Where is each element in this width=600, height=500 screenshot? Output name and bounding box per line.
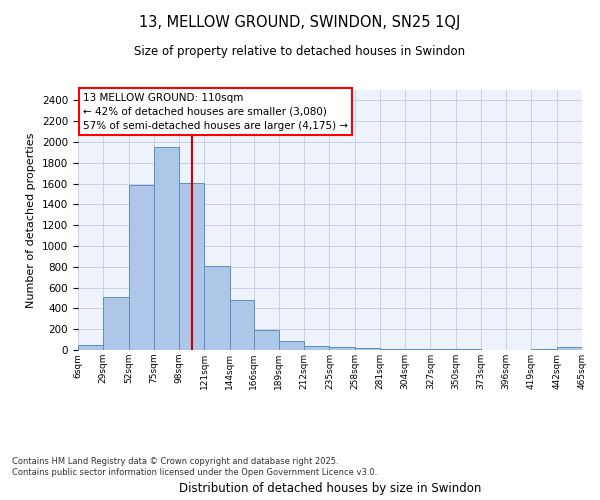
Bar [230, 300, 254, 350]
Bar [179, 182, 204, 350]
Bar [380, 349, 405, 350]
Bar [204, 266, 230, 350]
Bar [532, 349, 557, 350]
Bar [154, 147, 179, 350]
Bar [128, 184, 154, 350]
Text: 13 MELLOW GROUND: 110sqm
← 42% of detached houses are smaller (3,080)
57% of sem: 13 MELLOW GROUND: 110sqm ← 42% of detach… [83, 92, 348, 130]
Y-axis label: Number of detached properties: Number of detached properties [26, 132, 37, 308]
Bar [103, 297, 128, 350]
Bar [355, 348, 380, 350]
Bar [329, 347, 355, 350]
Text: 13, MELLOW GROUND, SWINDON, SN25 1QJ: 13, MELLOW GROUND, SWINDON, SN25 1QJ [139, 15, 461, 30]
Bar [557, 348, 582, 350]
Text: Distribution of detached houses by size in Swindon: Distribution of detached houses by size … [179, 482, 481, 495]
Text: Contains HM Land Registry data © Crown copyright and database right 2025.
Contai: Contains HM Land Registry data © Crown c… [12, 458, 377, 477]
Bar [78, 345, 103, 350]
Bar [304, 346, 329, 350]
Text: Size of property relative to detached houses in Swindon: Size of property relative to detached ho… [134, 45, 466, 58]
Bar [254, 330, 279, 350]
Bar [279, 340, 304, 350]
